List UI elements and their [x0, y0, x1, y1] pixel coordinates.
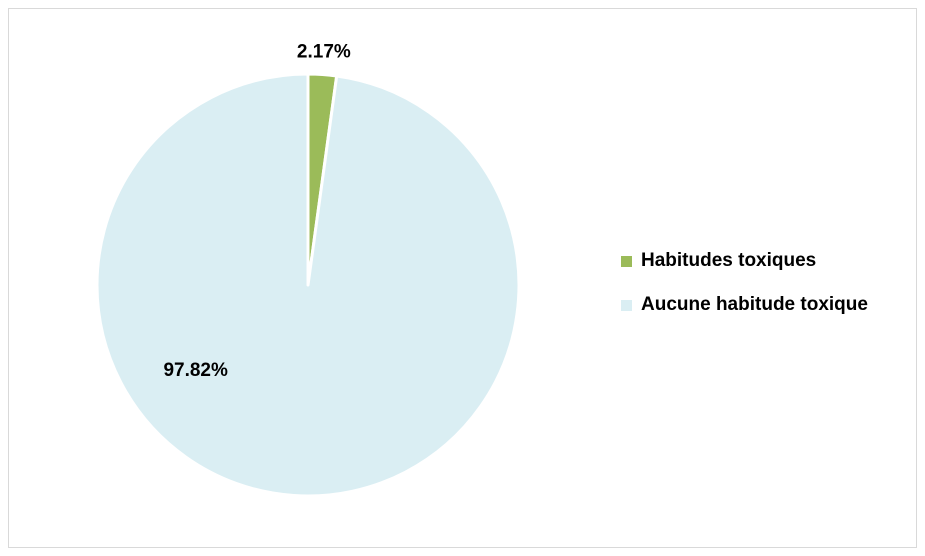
chart-area: 2.17% 97.82% Habitudes toxiques Aucune ha…	[8, 8, 917, 548]
pie-slice-aucune-habitude-toxique	[95, 72, 521, 498]
legend-label-habitudes-toxiques: Habitudes toxiques	[641, 250, 817, 271]
pie-chart: 2.17% 97.82%	[95, 42, 521, 498]
legend-item-aucune-habitude-toxique: Aucune habitude toxique	[621, 291, 868, 319]
legend-swatch-habitudes-toxiques	[621, 255, 632, 267]
data-label-habitudes-toxiques: 2.17%	[297, 42, 351, 63]
legend: Habitudes toxiques Aucune habitude toxiq…	[621, 247, 868, 335]
pie-slices	[95, 72, 521, 498]
data-label-aucune-habitude-toxique: 97.82%	[163, 360, 228, 381]
data-labels: 2.17% 97.82%	[163, 42, 350, 381]
legend-swatch-aucune-habitude-toxique	[621, 299, 632, 311]
legend-item-habitudes-toxiques: Habitudes toxiques	[621, 247, 868, 275]
legend-label-aucune-habitude-toxique: Aucune habitude toxique	[641, 294, 868, 315]
